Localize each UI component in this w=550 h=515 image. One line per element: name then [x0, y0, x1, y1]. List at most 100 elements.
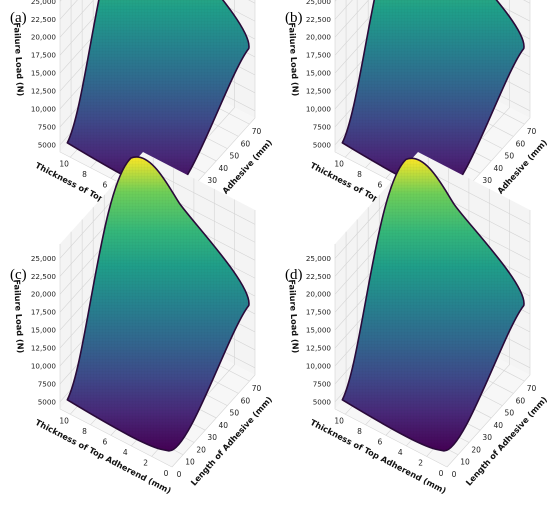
x-tick-label: 70 [252, 384, 262, 393]
z-tick-label: 15,000 [31, 69, 57, 78]
grid-line [171, 210, 256, 468]
y-tick-label: 10 [334, 159, 344, 168]
x-tick-label: 70 [527, 384, 537, 393]
x-tick-label: 40 [218, 421, 228, 430]
z-tick-label: 10,000 [31, 104, 57, 113]
z-tick-label: 17,500 [306, 51, 332, 60]
x-tick-label: 60 [516, 396, 526, 405]
x-tick-label: 0 [177, 470, 182, 479]
x-tick-label: 50 [230, 409, 240, 418]
x-tick-label: 20 [196, 445, 206, 454]
z-tick-label: 20,000 [306, 290, 332, 299]
surface-mesh [342, 158, 524, 451]
z-tick-label: 25,000 [306, 0, 332, 6]
x-tick-label: 60 [241, 396, 251, 405]
z-tick-label: 10,000 [306, 361, 332, 370]
x-tick-label: 30 [482, 433, 492, 442]
z-tick-label: 5000 [38, 140, 57, 149]
z-tick-label: 22,500 [31, 15, 57, 24]
x-tick-label: 50 [505, 409, 515, 418]
z-tick-label: 22,500 [306, 15, 332, 24]
chart-panel: 5000750010,00012,50015,00017,50020,00022… [285, 152, 549, 496]
z-tick-label: 10,000 [306, 104, 332, 113]
z-tick-label: 20,000 [31, 290, 57, 299]
x-tick-label: 10 [185, 458, 195, 467]
grid-line [446, 210, 531, 468]
grid-line [334, 0, 531, 38]
z-tick-label: 25,000 [31, 0, 57, 6]
z-tick-label: 5000 [313, 140, 332, 149]
z-axis-label: Failure Load (N) [12, 279, 26, 354]
y-tick-label: 6 [378, 437, 383, 446]
x-tick-label: 20 [471, 445, 481, 454]
y-tick-label: 2 [143, 458, 148, 467]
z-tick-label: 17,500 [31, 308, 57, 317]
panel-label: (b) [285, 10, 303, 26]
y-tick-label: 10 [59, 416, 69, 425]
grid-line [59, 0, 256, 38]
x-tick-label: 50 [230, 152, 240, 161]
z-tick-label: 20,000 [306, 33, 332, 42]
y-tick-label: 10 [334, 416, 344, 425]
z-axis-label: Failure Load (N) [287, 22, 301, 97]
z-tick-label: 12,500 [31, 87, 57, 96]
y-tick-label: 8 [357, 170, 362, 179]
y-tick-label: 4 [398, 448, 403, 457]
z-tick-label: 7500 [38, 122, 57, 131]
grid-line [446, 0, 531, 211]
x-tick-label: 40 [218, 164, 228, 173]
x-tick-label: 0 [452, 470, 457, 479]
y-tick-label: 8 [82, 427, 87, 436]
z-axis-label: Failure Load (N) [12, 22, 26, 97]
z-tick-label: 12,500 [31, 344, 57, 353]
z-tick-label: 17,500 [306, 308, 332, 317]
z-tick-label: 7500 [313, 379, 332, 388]
z-tick-label: 15,000 [306, 69, 332, 78]
z-tick-label: 7500 [313, 122, 332, 131]
x-tick-label: 50 [505, 152, 515, 161]
surface-mesh [342, 0, 524, 194]
x-tick-label: 70 [527, 127, 537, 136]
chart-panel: 5000750010,00012,50015,00017,50020,00022… [10, 152, 274, 496]
z-tick-label: 20,000 [31, 33, 57, 42]
panel-label: (c) [10, 267, 27, 283]
z-tick-label: 12,500 [306, 344, 332, 353]
x-tick-label: 30 [207, 176, 217, 185]
y-tick-label: 6 [103, 180, 108, 189]
x-tick-label: 60 [516, 139, 526, 148]
panel-label: (a) [10, 10, 27, 26]
x-tick-label: 30 [482, 176, 492, 185]
surface-mesh [67, 0, 249, 194]
y-tick-label: 8 [357, 427, 362, 436]
surface-mesh [67, 156, 249, 451]
z-tick-label: 25,000 [306, 254, 332, 263]
x-tick-label: 70 [252, 127, 262, 136]
y-tick-label: 2 [418, 458, 423, 467]
z-tick-label: 15,000 [31, 326, 57, 335]
z-tick-label: 17,500 [31, 51, 57, 60]
z-tick-label: 15,000 [306, 326, 332, 335]
z-tick-label: 12,500 [306, 87, 332, 96]
z-tick-label: 5000 [38, 397, 57, 406]
x-tick-label: 40 [493, 421, 503, 430]
x-tick-label: 60 [241, 139, 251, 148]
x-tick-label: 10 [460, 458, 470, 467]
z-tick-label: 22,500 [306, 272, 332, 281]
y-tick-label: 0 [164, 469, 169, 478]
z-tick-label: 5000 [313, 397, 332, 406]
z-axis-label: Failure Load (N) [287, 279, 301, 354]
x-tick-label: 30 [207, 433, 217, 442]
y-tick-label: 8 [82, 170, 87, 179]
y-tick-label: 6 [103, 437, 108, 446]
z-tick-label: 7500 [38, 379, 57, 388]
grid-line [171, 0, 256, 211]
z-tick-label: 22,500 [31, 272, 57, 281]
grid-line [59, 244, 173, 468]
z-tick-label: 10,000 [31, 361, 57, 370]
y-tick-label: 10 [59, 159, 69, 168]
panel-label: (d) [285, 267, 303, 283]
y-tick-label: 0 [439, 469, 444, 478]
z-tick-label: 25,000 [31, 254, 57, 263]
x-tick-label: 40 [493, 164, 503, 173]
